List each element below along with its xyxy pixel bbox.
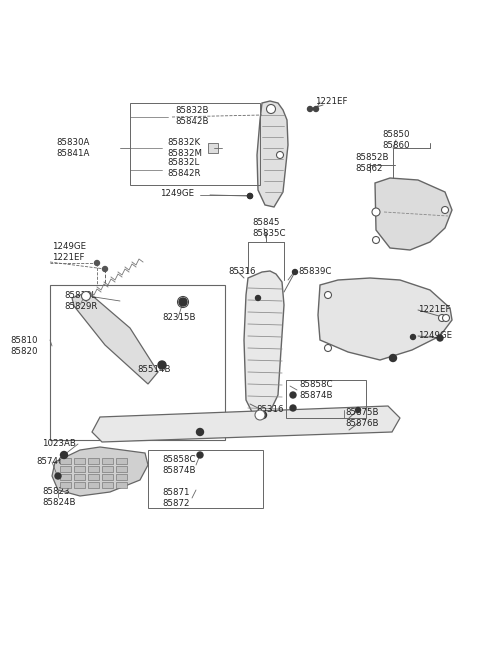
Circle shape [290, 405, 296, 411]
Circle shape [196, 428, 204, 436]
Circle shape [437, 335, 443, 341]
Text: 1221EF: 1221EF [315, 98, 348, 107]
Polygon shape [257, 101, 288, 207]
Bar [60, 458, 71, 464]
Bar [60, 466, 71, 472]
Text: 85514B: 85514B [137, 365, 170, 375]
Circle shape [158, 361, 166, 369]
Text: 1023AB: 1023AB [42, 440, 76, 449]
Circle shape [82, 291, 91, 301]
Circle shape [308, 107, 312, 111]
Circle shape [103, 267, 108, 272]
Text: 85316: 85316 [228, 267, 255, 276]
Text: 85871
85872: 85871 85872 [162, 488, 190, 508]
Circle shape [292, 269, 298, 274]
Polygon shape [375, 178, 452, 250]
Circle shape [255, 295, 261, 301]
Bar [50, 285, 225, 440]
Circle shape [179, 298, 187, 306]
Circle shape [95, 261, 99, 265]
Circle shape [60, 451, 68, 458]
Text: 85810
85820: 85810 85820 [10, 336, 37, 356]
Circle shape [324, 345, 332, 352]
Circle shape [410, 335, 416, 339]
Bar [102, 482, 113, 488]
Text: 85832L
85842R: 85832L 85842R [167, 158, 201, 178]
Bar [286, 380, 366, 418]
Circle shape [266, 105, 276, 113]
Bar [102, 474, 113, 480]
Bar [88, 458, 99, 464]
Polygon shape [52, 447, 148, 496]
Polygon shape [244, 271, 284, 420]
Circle shape [442, 206, 448, 214]
Bar [88, 466, 99, 472]
Text: 85316: 85316 [256, 405, 284, 415]
Text: 85875B
85876B: 85875B 85876B [345, 408, 379, 428]
Circle shape [276, 151, 284, 159]
Bar [116, 466, 127, 472]
Text: 85850
85860: 85850 85860 [382, 130, 409, 150]
Circle shape [372, 208, 380, 216]
Text: 85832B
85842B: 85832B 85842B [175, 106, 208, 126]
Circle shape [439, 314, 445, 322]
Bar [208, 143, 218, 153]
Circle shape [248, 193, 252, 198]
Bar [60, 482, 71, 488]
Text: 1249GE: 1249GE [160, 189, 194, 198]
Bar [102, 466, 113, 472]
Circle shape [443, 314, 449, 322]
Circle shape [260, 411, 266, 419]
Text: 85852B
85862: 85852B 85862 [355, 153, 388, 173]
Bar [116, 474, 127, 480]
Bar [60, 474, 71, 480]
Text: 85845
85835C: 85845 85835C [252, 218, 286, 238]
Bar [88, 482, 99, 488]
Text: 85839C: 85839C [298, 267, 331, 276]
Circle shape [372, 236, 380, 244]
Text: 82315B: 82315B [162, 314, 195, 322]
Bar [74, 474, 85, 480]
Text: 1221EF: 1221EF [418, 305, 451, 314]
Circle shape [248, 193, 252, 198]
Bar [74, 482, 85, 488]
Bar [88, 474, 99, 480]
Circle shape [324, 291, 332, 299]
Text: 85819L
85829R: 85819L 85829R [64, 291, 97, 311]
Text: 85858C
85874B: 85858C 85874B [299, 380, 333, 400]
Circle shape [197, 452, 203, 458]
Polygon shape [92, 406, 400, 442]
Text: 1249GE: 1249GE [418, 331, 452, 341]
Bar [74, 466, 85, 472]
Circle shape [290, 392, 296, 398]
Text: 85746: 85746 [36, 457, 63, 466]
Bar [116, 482, 127, 488]
Text: 85830A
85841A: 85830A 85841A [56, 138, 89, 158]
Circle shape [55, 473, 61, 479]
Bar [116, 458, 127, 464]
Text: 85858C
85874B: 85858C 85874B [162, 455, 195, 475]
Circle shape [356, 407, 360, 413]
Text: 85823
85824B: 85823 85824B [42, 487, 75, 507]
Circle shape [313, 107, 319, 111]
Text: 1249GE
1221EF: 1249GE 1221EF [52, 242, 86, 262]
Bar [74, 458, 85, 464]
Text: 85832K
85832M: 85832K 85832M [167, 138, 202, 158]
Circle shape [389, 354, 396, 362]
Circle shape [255, 410, 265, 420]
Polygon shape [318, 278, 452, 360]
Bar [148, 450, 263, 508]
Bar [102, 458, 113, 464]
Polygon shape [72, 292, 158, 384]
Bar [130, 103, 260, 185]
